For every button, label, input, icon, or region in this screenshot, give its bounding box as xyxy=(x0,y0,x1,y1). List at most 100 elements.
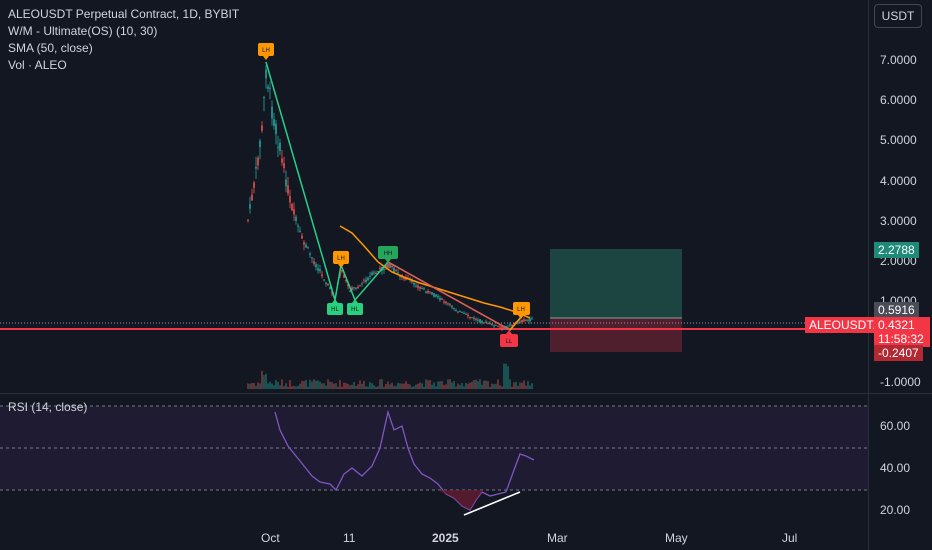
candle-body xyxy=(379,267,381,269)
candle-body xyxy=(373,272,375,274)
volume-bar xyxy=(345,383,347,389)
candle-body xyxy=(431,292,433,295)
chart-legend: ALEOUSDT Perpetual Contract, 1D, BYBIT W… xyxy=(8,6,239,74)
volume-bar xyxy=(373,385,375,389)
volume-bar xyxy=(507,366,509,389)
candle-body xyxy=(519,321,521,323)
symbol-tag: ALEOUSDT.P xyxy=(805,317,888,333)
volume-bar xyxy=(339,379,341,389)
volume-bar xyxy=(419,382,421,389)
indicator-wm-label[interactable]: W/M - Ultimate(OS) (10, 30) xyxy=(8,24,158,38)
candle-body xyxy=(427,291,429,293)
volume-bar xyxy=(315,380,317,389)
volume-bar xyxy=(335,383,337,389)
pane-divider[interactable] xyxy=(0,393,932,394)
volume-bar xyxy=(341,386,343,389)
volume-bar xyxy=(475,379,477,389)
candle-body xyxy=(347,284,349,287)
candle-body xyxy=(317,268,319,271)
volume-bar xyxy=(387,381,389,389)
volume-bar xyxy=(527,381,529,389)
volume-bar xyxy=(437,381,439,389)
volume-bar xyxy=(501,386,503,389)
candle-body xyxy=(349,291,351,293)
candle-body xyxy=(281,158,283,163)
candle-body xyxy=(363,279,365,281)
volume-bar xyxy=(313,379,315,389)
hl-1-marker: HL xyxy=(327,299,343,315)
volume-bar xyxy=(451,382,453,389)
time-tick: Jul xyxy=(782,531,798,545)
candle-body xyxy=(259,140,261,147)
stop-zone[interactable] xyxy=(550,318,682,352)
price-axis-divider xyxy=(868,0,869,550)
volume-bar xyxy=(255,386,257,389)
volume-bar xyxy=(261,370,263,389)
indicator-sma-label[interactable]: SMA (50, close) xyxy=(8,41,93,55)
lh-right-marker: LH xyxy=(513,302,530,319)
candle-body xyxy=(483,322,485,324)
currency-button[interactable]: USDT xyxy=(874,4,922,28)
candle-body xyxy=(419,286,421,289)
volume-bar xyxy=(459,385,461,389)
volume-bar xyxy=(495,383,497,389)
candle-body xyxy=(433,293,435,297)
candle-body xyxy=(415,285,417,287)
lh-right-label: LH xyxy=(517,307,525,313)
volume-bar xyxy=(531,383,533,389)
candle-body xyxy=(291,204,293,211)
volume-bar xyxy=(483,380,485,389)
volume-bar xyxy=(295,386,297,389)
candle-body xyxy=(461,311,463,313)
candle-body xyxy=(429,291,431,293)
volume-bar xyxy=(441,380,443,389)
volume-bar xyxy=(333,383,335,389)
volume-bar xyxy=(481,384,483,389)
candle-body xyxy=(457,311,459,313)
volume-bar xyxy=(263,375,265,389)
hh-marker: HH xyxy=(378,246,398,263)
volume-bar xyxy=(391,382,393,389)
volume-bar xyxy=(477,381,479,389)
candle-body xyxy=(421,288,423,290)
volume-bar xyxy=(429,380,431,389)
candle-body xyxy=(473,317,475,320)
rsi-legend[interactable]: RSI (14, close) xyxy=(8,400,88,414)
volume-bar xyxy=(407,383,409,389)
volume-bar xyxy=(289,380,291,389)
last-price-value: 0.4321 xyxy=(878,318,915,332)
candle-body xyxy=(313,261,315,264)
volume-bar xyxy=(525,385,527,389)
candle-body xyxy=(289,196,291,203)
sma-line xyxy=(339,225,531,319)
candle-body xyxy=(369,275,371,277)
candle-body xyxy=(285,179,287,187)
volume-bar xyxy=(485,380,487,389)
volume-bar xyxy=(331,382,333,389)
rsi-divergence-line[interactable] xyxy=(463,491,521,516)
volume-bar xyxy=(253,383,255,389)
candle-body xyxy=(443,301,445,303)
volume-bar xyxy=(353,382,355,389)
symbol-title[interactable]: ALEOUSDT Perpetual Contract, 1D, BYBIT xyxy=(8,7,240,21)
hl-2-label: HL xyxy=(351,307,359,313)
volume-bar xyxy=(361,383,363,389)
candle-body xyxy=(525,319,527,321)
volume-bar xyxy=(367,386,369,389)
volume-bar xyxy=(521,382,523,389)
volume-bar xyxy=(285,383,287,389)
volume-bar xyxy=(259,383,261,389)
volume-bar xyxy=(401,383,403,389)
candle-body xyxy=(423,288,425,290)
volume-bar xyxy=(359,380,361,389)
volume-bar xyxy=(413,386,415,389)
volume-bar xyxy=(515,381,517,389)
volume-bar xyxy=(275,380,277,389)
target-zone[interactable] xyxy=(550,249,682,318)
volume-bar xyxy=(479,379,481,389)
candle-body xyxy=(497,325,499,327)
entry-price-tag: 0.5916 xyxy=(874,302,919,318)
indicator-volume-label[interactable]: Vol · ALEO xyxy=(8,58,67,72)
candle-body xyxy=(397,272,399,274)
